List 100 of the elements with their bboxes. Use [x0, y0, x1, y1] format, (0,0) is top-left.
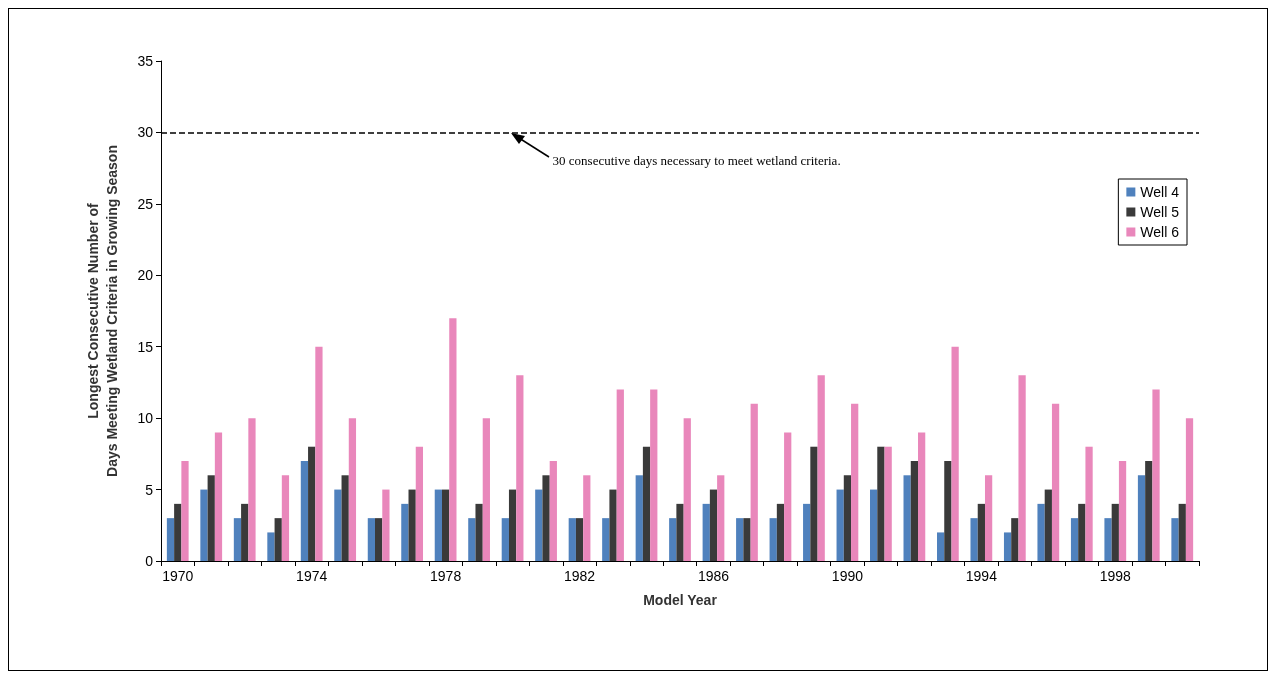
bar	[843, 475, 852, 561]
bar	[851, 403, 859, 561]
bar	[1171, 518, 1179, 561]
bar	[609, 489, 617, 561]
bar	[181, 461, 189, 561]
bar	[1044, 489, 1052, 561]
bar	[441, 489, 450, 561]
bar	[508, 489, 517, 561]
y-tick-label: 30	[137, 124, 154, 141]
bar	[970, 518, 978, 561]
legend-label: Well 6	[1140, 224, 1180, 240]
bar	[575, 518, 584, 561]
y-tick-label: 20	[137, 267, 154, 284]
bar	[434, 489, 442, 561]
bar	[602, 518, 610, 561]
bar	[482, 418, 490, 561]
bar	[803, 503, 811, 561]
bar	[769, 518, 777, 561]
bar	[910, 461, 919, 561]
bar	[918, 432, 926, 561]
bar	[468, 518, 476, 561]
x-tick-label: 1986	[697, 568, 730, 584]
x-tick-label: 1998	[1099, 568, 1132, 584]
bar	[977, 503, 985, 561]
bar	[174, 503, 182, 561]
bar	[367, 518, 376, 561]
bar	[200, 489, 208, 561]
y-tick-label: 0	[145, 553, 154, 569]
bar	[233, 518, 242, 561]
bar	[308, 446, 316, 561]
y-tick-label: 35	[137, 53, 154, 69]
bar	[702, 503, 710, 561]
bar	[583, 475, 591, 561]
bar	[650, 389, 658, 561]
y-tick-label: 10	[137, 410, 154, 427]
bar	[1037, 503, 1045, 561]
bar	[936, 532, 945, 561]
bar	[817, 375, 825, 561]
bar	[810, 446, 818, 561]
bar	[516, 375, 524, 561]
bar	[784, 432, 792, 561]
bar	[736, 518, 744, 561]
bar	[1111, 503, 1119, 561]
bar	[635, 475, 643, 561]
y-tick-label: 25	[137, 195, 154, 212]
bar	[642, 446, 651, 561]
bar	[669, 518, 677, 561]
y-tick-label: 15	[137, 338, 154, 355]
bar	[214, 432, 223, 561]
bar	[281, 475, 290, 561]
bar	[1118, 461, 1127, 561]
x-tick-label: 1974	[296, 568, 328, 584]
bar	[1078, 503, 1086, 561]
bar	[1137, 475, 1146, 561]
bar	[683, 418, 691, 561]
bar	[241, 503, 249, 561]
bar	[535, 489, 543, 561]
y-tick-label: 5	[145, 481, 154, 498]
bar	[776, 503, 785, 561]
bar	[1011, 518, 1019, 561]
bar	[348, 418, 357, 561]
bar	[248, 418, 256, 561]
bar	[870, 489, 878, 561]
bar	[315, 346, 323, 561]
bar	[341, 475, 349, 561]
bar	[709, 489, 718, 561]
bar	[951, 346, 959, 561]
bar	[750, 403, 758, 561]
x-tick-label: 1970	[162, 568, 194, 584]
legend-label: Well 5	[1140, 204, 1180, 220]
bar	[717, 475, 725, 561]
bar	[743, 518, 751, 561]
bar	[877, 446, 885, 561]
bar	[1145, 461, 1153, 561]
bar	[616, 389, 624, 561]
x-tick-label: 1982	[563, 568, 596, 584]
bar	[408, 489, 416, 561]
bar	[166, 518, 175, 561]
bar	[267, 532, 275, 561]
bar	[1051, 403, 1060, 561]
bar	[1104, 518, 1112, 561]
bar	[1085, 446, 1093, 561]
bar	[984, 475, 993, 561]
bar	[1018, 375, 1026, 561]
bar	[449, 318, 457, 561]
bar	[568, 518, 576, 561]
bar	[1152, 389, 1160, 561]
bar	[676, 503, 684, 561]
bar	[549, 461, 557, 561]
bar	[475, 503, 483, 561]
bar	[1003, 532, 1012, 561]
bar	[884, 446, 892, 561]
bar	[1178, 503, 1186, 561]
bar	[382, 489, 390, 561]
annotation: 30 consecutive days necessary to meet wetland criteria.	[552, 153, 841, 169]
y-axis-title: Longest Consecutive Number of Days Meeting Wetland Criteria in Growing Season	[84, 145, 120, 477]
x-tick-label: 1990	[831, 568, 864, 584]
bar	[542, 475, 550, 561]
bar	[836, 489, 844, 561]
bar	[903, 475, 911, 561]
